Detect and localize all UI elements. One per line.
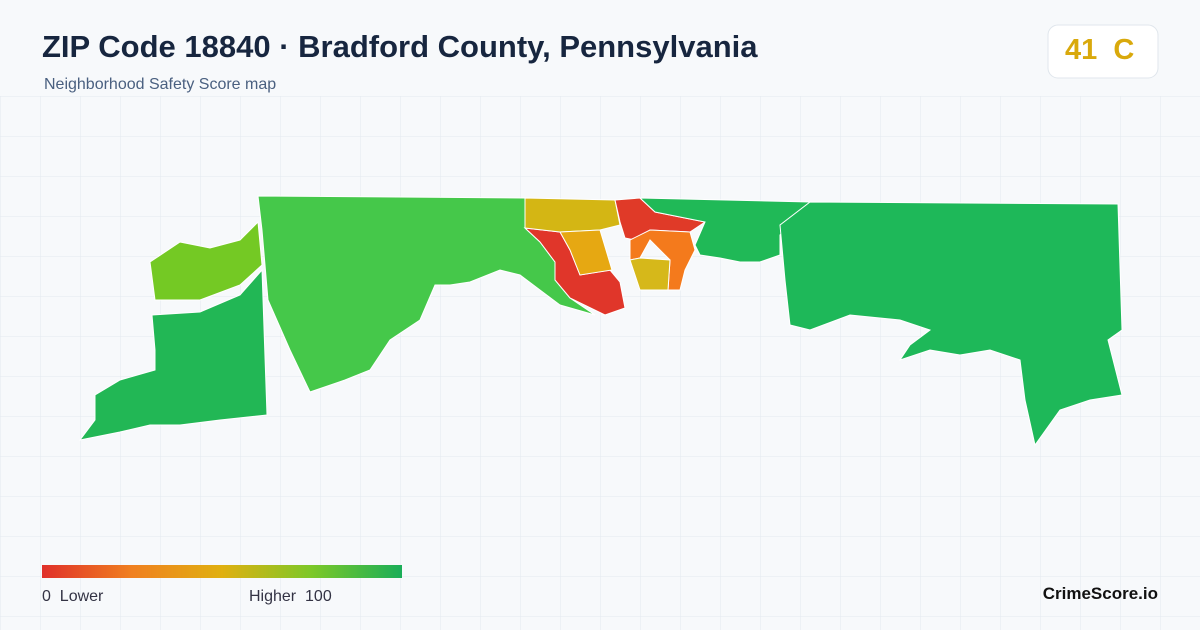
legend-max-label: Higher [249,588,297,605]
region [524,197,621,233]
brand: CrimeScore.io [1042,584,1158,603]
legend-max: Higher 100 [249,588,332,606]
region [779,201,1123,447]
legend-min-label: Lower [59,588,104,605]
legend-min: 0 Lower [42,588,103,606]
score-value: 41 [1065,34,1098,66]
regions [78,195,1123,447]
legend-max-value: 100 [305,588,332,605]
legend-min-value: 0 [42,588,51,605]
score-box [1047,24,1159,79]
region [78,268,268,441]
region [559,229,613,276]
score: 41 C [1065,34,1134,67]
grade: C [1113,34,1135,66]
subtitle: Neighborhood Safety Score map [44,76,277,93]
title: ZIP Code 18840 · Bradford County, Pennsy… [42,29,758,64]
legend-bar [42,565,402,578]
region [629,257,671,291]
region [149,220,263,301]
